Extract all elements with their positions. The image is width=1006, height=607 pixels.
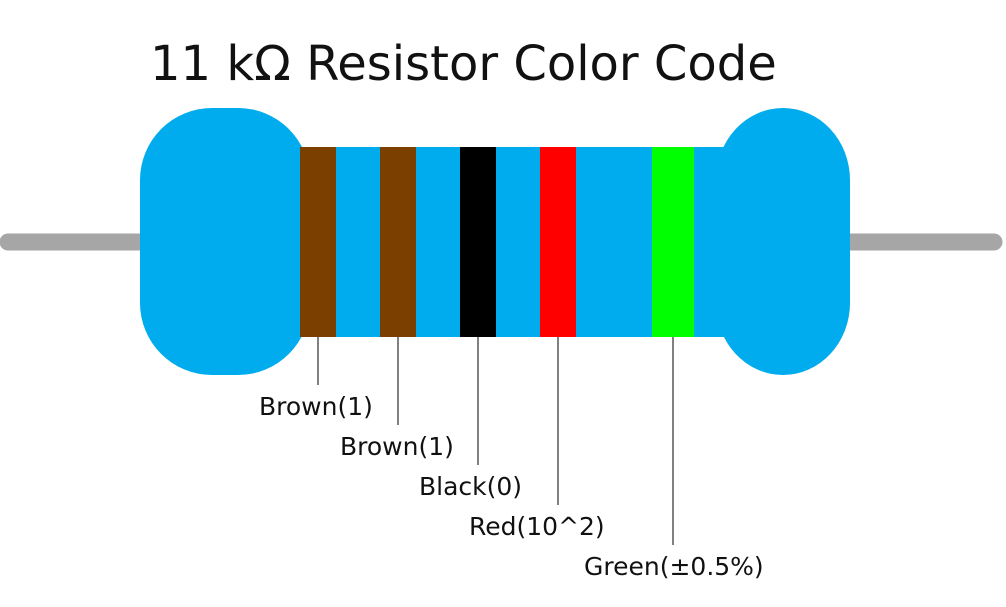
band-label: Brown(1) [340, 432, 454, 461]
band-label: Red(10^2) [469, 512, 605, 541]
band-label: Green(±0.5%) [584, 552, 764, 581]
color-band [652, 147, 694, 337]
band-label: Black(0) [419, 472, 522, 501]
color-band [540, 147, 576, 337]
color-band [460, 147, 496, 337]
color-band [380, 147, 416, 337]
title: 11 kΩ Resistor Color Code [150, 36, 777, 92]
bands: Brown(1) Brown(1) Black(0) Red(10^2) Green(±… [259, 147, 764, 581]
color-band [300, 147, 336, 337]
band-label: Brown(1) [259, 392, 373, 421]
